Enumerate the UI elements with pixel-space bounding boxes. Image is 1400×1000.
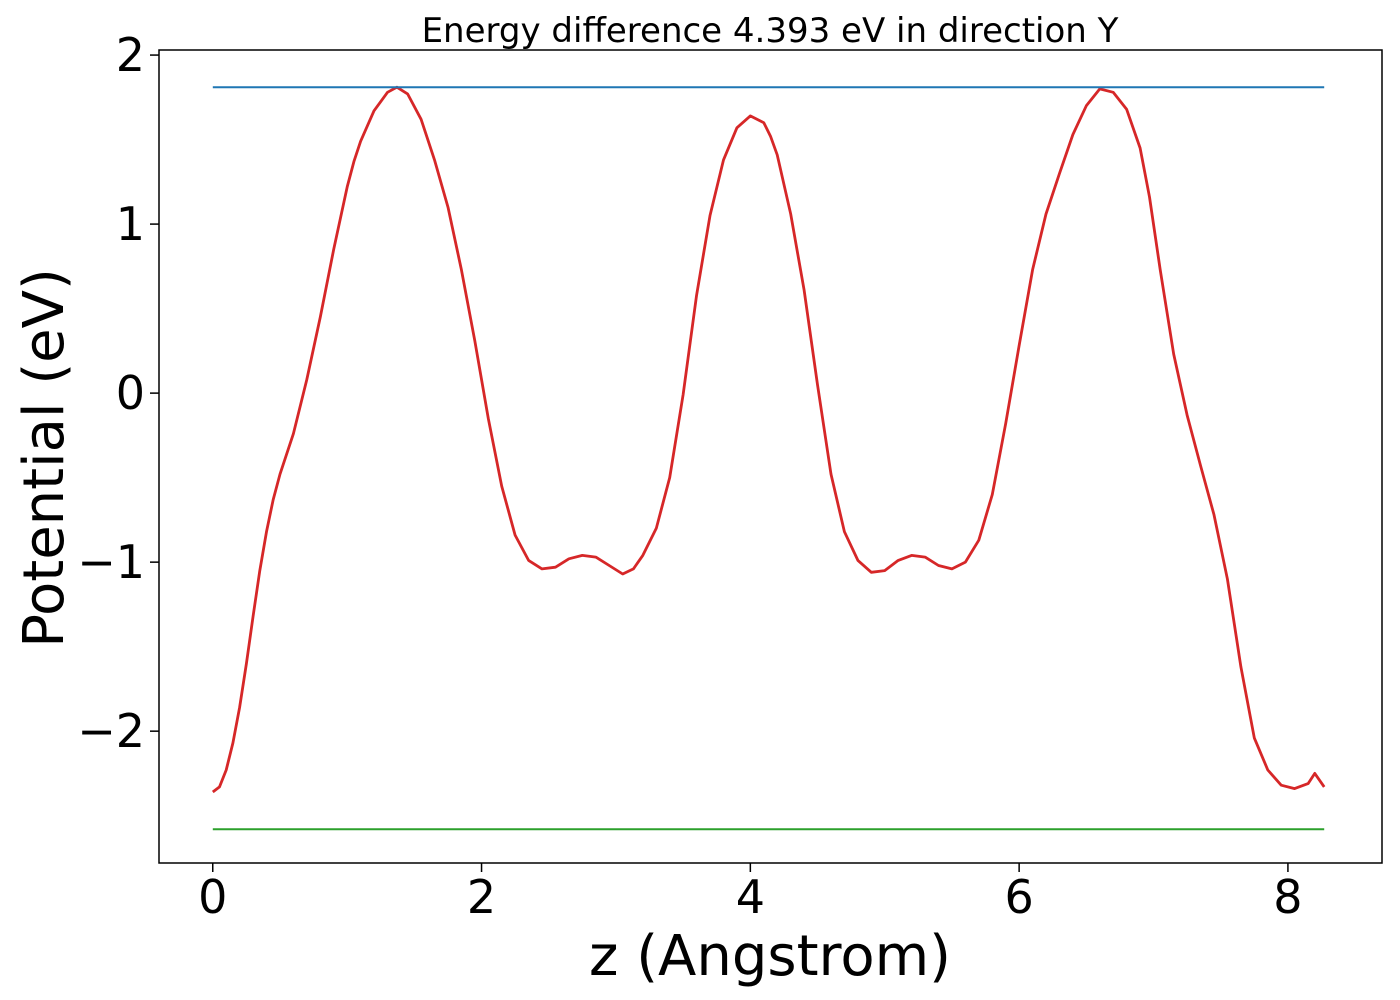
plot-area-frame (158, 49, 1383, 864)
y-tick-label: 1 (116, 197, 145, 251)
x-tick-label: 0 (198, 870, 227, 924)
y-tick-label: −1 (77, 535, 145, 589)
chart-title: Energy difference 4.393 eV in direction … (422, 11, 1119, 51)
x-axis-ticks: 0 2 4 6 8 (198, 863, 1303, 924)
x-tick-label: 4 (736, 870, 765, 924)
series-layer (211, 85, 1326, 831)
x-axis-label: z (Angstrom) (589, 924, 951, 989)
y-tick-label: −2 (77, 704, 145, 758)
y-tick-label: 0 (116, 366, 145, 420)
x-tick-label: 8 (1273, 870, 1302, 924)
y-axis-label: Potential (eV) (12, 268, 77, 648)
y-axis-ticks: −2 −1 0 1 2 (77, 28, 159, 758)
x-tick-label: 2 (467, 870, 496, 924)
y-tick-label: 2 (116, 28, 145, 82)
x-tick-label: 6 (1004, 870, 1033, 924)
series-potential-line (211, 85, 1326, 794)
